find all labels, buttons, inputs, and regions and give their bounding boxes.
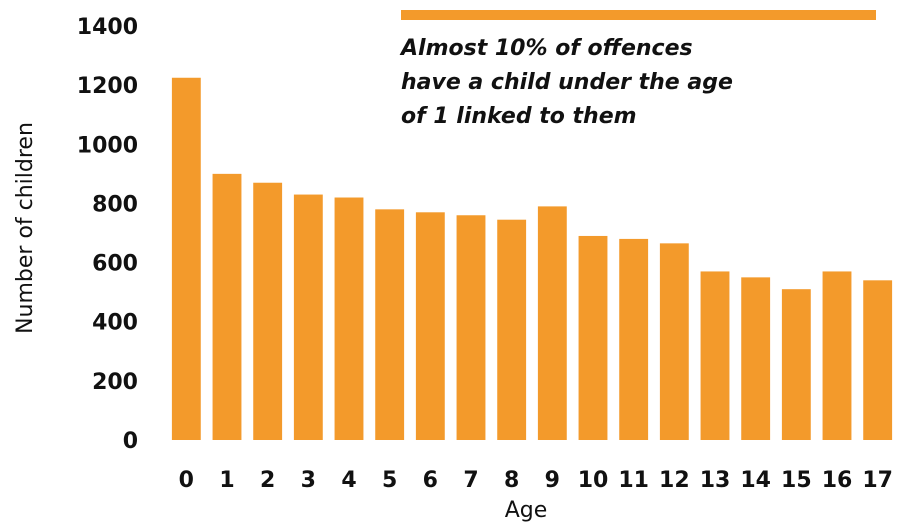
bar-age-10	[578, 235, 608, 440]
annotation-line-3: of 1 linked to them	[401, 104, 637, 129]
y-tick-label: 200	[92, 370, 138, 395]
x-tick-label: 6	[423, 468, 438, 493]
y-tick-label: 1400	[77, 15, 138, 40]
annotation-line-2: have a child under the age	[401, 70, 733, 95]
x-tick-label: 2	[260, 468, 275, 493]
y-tick-label: 400	[92, 311, 138, 336]
bars	[171, 77, 893, 440]
bar-age-1	[212, 173, 242, 440]
x-tick-label: 0	[179, 468, 194, 493]
bar-age-6	[415, 212, 445, 440]
annotation-line-1: Almost 10% of offences	[399, 36, 693, 61]
bar-age-12	[659, 243, 689, 440]
x-tick-label: 3	[301, 468, 316, 493]
bar-age-9	[537, 206, 567, 440]
x-axis-ticks: 0 1 2 3 4 5 6 7 8 9 10 11 12 13 14 15 16 17	[179, 468, 893, 493]
x-tick-label: 10	[578, 468, 609, 493]
x-tick-label: 4	[341, 468, 356, 493]
x-tick-label: 8	[504, 468, 519, 493]
bar-age-3	[293, 194, 323, 440]
x-tick-label: 7	[463, 468, 478, 493]
y-tick-label: 600	[92, 252, 138, 277]
x-tick-label: 15	[781, 468, 812, 493]
annotation-accent-bar	[401, 10, 876, 20]
y-tick-label: 1200	[77, 74, 138, 99]
y-axis-ticks: 0 200 400 600 800 1000 1200 1400	[77, 15, 138, 454]
y-tick-label: 1000	[77, 133, 138, 158]
bar-age-14	[741, 277, 771, 440]
bar-age-16	[822, 271, 852, 440]
bar-age-8	[497, 219, 527, 440]
x-tick-label: 5	[382, 468, 397, 493]
x-tick-label: 14	[740, 468, 771, 493]
bar-age-15	[781, 289, 811, 440]
x-tick-label: 13	[700, 468, 731, 493]
x-tick-label: 17	[862, 468, 893, 493]
x-tick-label: 16	[822, 468, 853, 493]
bar-age-2	[253, 182, 283, 440]
bar-age-4	[334, 197, 364, 440]
x-tick-label: 9	[545, 468, 560, 493]
y-tick-label: 800	[92, 192, 138, 217]
x-tick-label: 1	[219, 468, 234, 493]
bar-age-11	[619, 238, 649, 440]
bar-age-17	[863, 280, 893, 440]
x-axis-label: Age	[505, 498, 548, 523]
bar-age-5	[375, 209, 405, 440]
bar-age-13	[700, 271, 730, 440]
x-tick-label: 12	[659, 468, 690, 493]
x-tick-label: 11	[618, 468, 649, 493]
y-tick-label: 0	[123, 429, 138, 454]
bar-age-7	[456, 215, 486, 440]
bar-age-0	[171, 77, 201, 440]
y-axis-label: Number of children	[13, 122, 38, 334]
